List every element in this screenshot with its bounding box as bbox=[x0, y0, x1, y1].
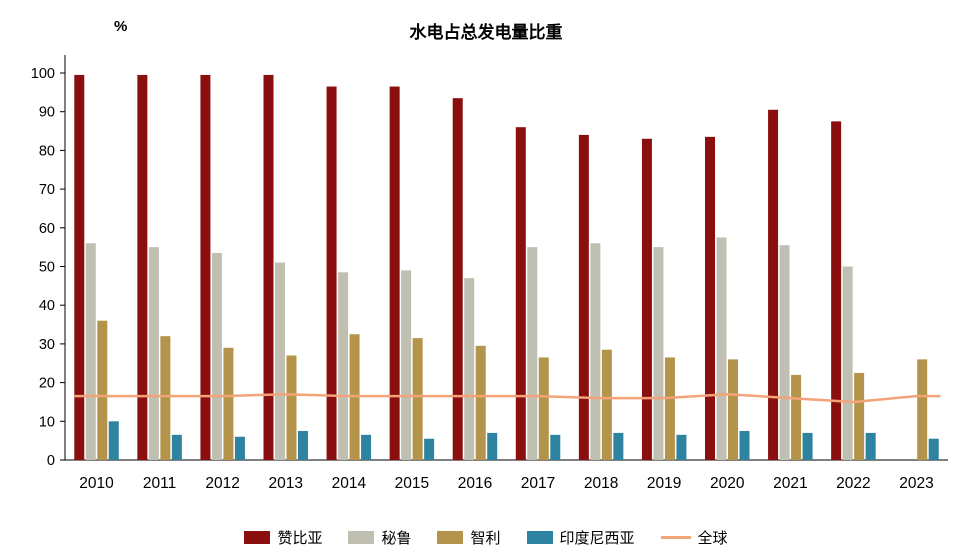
bar-赞比亚-2022 bbox=[831, 121, 842, 460]
legend-swatch bbox=[348, 531, 375, 544]
legend-item-赞比亚: 赞比亚 bbox=[244, 527, 322, 548]
bar-秘鲁-2018 bbox=[590, 243, 601, 460]
line-全球 bbox=[74, 392, 941, 404]
bar-秘鲁-2014 bbox=[338, 272, 349, 460]
bar-赞比亚-2016 bbox=[452, 98, 463, 460]
legend-label: 印度尼西亚 bbox=[559, 530, 635, 547]
x-tick-label: 2019 bbox=[647, 475, 681, 492]
bar-印度尼西亚-2023 bbox=[928, 438, 939, 460]
x-tick-label: 2014 bbox=[332, 475, 367, 492]
bar-秘鲁-2011 bbox=[148, 247, 159, 460]
legend: 赞比亚 秘鲁 智利 印度尼西亚 全球 bbox=[0, 527, 972, 548]
x-tick-label: 2010 bbox=[79, 475, 114, 492]
bar-赞比亚-2015 bbox=[389, 86, 400, 461]
bar-智利-2019 bbox=[664, 357, 675, 460]
bar-印度尼西亚-2010 bbox=[108, 421, 119, 460]
bar-智利-2022 bbox=[854, 372, 865, 460]
bar-印度尼西亚-2011 bbox=[171, 434, 182, 460]
legend-label: 赞比亚 bbox=[277, 530, 323, 547]
bar-赞比亚-2018 bbox=[578, 134, 589, 461]
bar-印度尼西亚-2020 bbox=[739, 430, 750, 460]
bar-印度尼西亚-2018 bbox=[613, 432, 624, 460]
bar-印度尼西亚-2021 bbox=[802, 432, 813, 460]
x-tick-label: 2012 bbox=[205, 475, 239, 492]
y-tick-label: 60 bbox=[39, 221, 55, 237]
legend-label: 智利 bbox=[470, 530, 501, 547]
y-tick-label: 70 bbox=[39, 182, 55, 198]
bar-秘鲁-2010 bbox=[85, 243, 96, 460]
bar-赞比亚-2011 bbox=[137, 74, 148, 460]
bar-秘鲁-2019 bbox=[653, 247, 664, 460]
y-tick-label: 30 bbox=[39, 337, 55, 353]
y-tick-label: 10 bbox=[39, 414, 55, 430]
legend-swatch bbox=[437, 531, 464, 544]
bar-印度尼西亚-2012 bbox=[234, 436, 245, 460]
y-axis-unit-label: % bbox=[114, 18, 128, 35]
bar-智利-2023 bbox=[917, 359, 928, 460]
y-tick-label: 80 bbox=[39, 143, 55, 159]
bar-印度尼西亚-2015 bbox=[424, 438, 435, 460]
x-tick-label: 2020 bbox=[710, 475, 745, 492]
bar-印度尼西亚-2014 bbox=[361, 434, 372, 460]
y-tick-label: 90 bbox=[39, 105, 55, 121]
x-tick-label: 2011 bbox=[143, 475, 176, 492]
legend-item-秘鲁: 秘鲁 bbox=[348, 527, 411, 548]
bar-赞比亚-2017 bbox=[515, 127, 526, 461]
y-tick-label: 100 bbox=[31, 66, 55, 82]
y-tick-label: 20 bbox=[39, 376, 55, 392]
bar-秘鲁-2017 bbox=[527, 247, 538, 460]
legend-line-swatch bbox=[660, 536, 691, 539]
bar-印度尼西亚-2019 bbox=[676, 434, 687, 460]
bar-印度尼西亚-2013 bbox=[298, 430, 308, 460]
bar-秘鲁-2016 bbox=[464, 278, 475, 460]
legend-swatch bbox=[244, 531, 271, 544]
bar-chart: 0 10 20 30 40 50 60 70 80 90 100 2010 2011 2012 2013 20… bbox=[31, 55, 948, 492]
legend-label: 秘鲁 bbox=[381, 530, 412, 547]
bar-智利-2012 bbox=[223, 347, 234, 460]
x-tick-label: 2023 bbox=[899, 475, 933, 492]
bar-赞比亚-2019 bbox=[641, 138, 652, 461]
bar-智利-2016 bbox=[475, 345, 486, 460]
chart-title: 水电占总发电量比重 bbox=[409, 23, 563, 42]
legend-swatch bbox=[526, 531, 553, 544]
bar-智利-2011 bbox=[160, 336, 171, 460]
bar-智利-2021 bbox=[791, 374, 802, 460]
bar-印度尼西亚-2022 bbox=[865, 432, 876, 460]
bar-智利-2013 bbox=[286, 355, 297, 460]
legend-item-印度尼西亚: 印度尼西亚 bbox=[526, 527, 635, 548]
legend-item-智利: 智利 bbox=[437, 527, 501, 548]
bar-智利-2018 bbox=[601, 349, 612, 460]
y-tick-label: 40 bbox=[39, 298, 55, 314]
bar-秘鲁-2022 bbox=[842, 266, 853, 460]
bar-智利-2015 bbox=[412, 338, 423, 460]
bar-赞比亚-2012 bbox=[200, 74, 211, 460]
bar-赞比亚-2014 bbox=[326, 86, 337, 461]
bar-秘鲁-2021 bbox=[779, 245, 790, 460]
bar-智利-2020 bbox=[728, 359, 738, 460]
x-tick-label: 2022 bbox=[836, 475, 870, 492]
bar-赞比亚-2013 bbox=[263, 74, 274, 460]
x-tick-label: 2017 bbox=[521, 475, 555, 492]
x-tick-label: 2013 bbox=[269, 475, 303, 492]
x-tick-label: 2021 bbox=[773, 475, 807, 492]
bar-秘鲁-2015 bbox=[401, 270, 412, 460]
bar-秘鲁-2013 bbox=[275, 262, 285, 460]
bar-赞比亚-2020 bbox=[705, 136, 715, 461]
bar-印度尼西亚-2016 bbox=[487, 432, 498, 460]
bar-秘鲁-2012 bbox=[211, 252, 222, 460]
bar-智利-2010 bbox=[97, 320, 108, 460]
x-tick-label: 2018 bbox=[584, 475, 618, 492]
bar-智利-2017 bbox=[538, 357, 549, 460]
legend-item-全球: 全球 bbox=[660, 527, 728, 548]
y-tick-label: 50 bbox=[39, 260, 55, 276]
y-tick-label: 0 bbox=[47, 453, 55, 469]
bar-赞比亚-2010 bbox=[74, 74, 85, 460]
bar-印度尼西亚-2017 bbox=[550, 434, 561, 460]
bar-秘鲁-2020 bbox=[716, 237, 727, 460]
legend-label: 全球 bbox=[697, 530, 728, 547]
x-tick-label: 2015 bbox=[395, 475, 429, 492]
x-tick-label: 2016 bbox=[458, 475, 492, 492]
bar-赞比亚-2021 bbox=[768, 109, 779, 460]
